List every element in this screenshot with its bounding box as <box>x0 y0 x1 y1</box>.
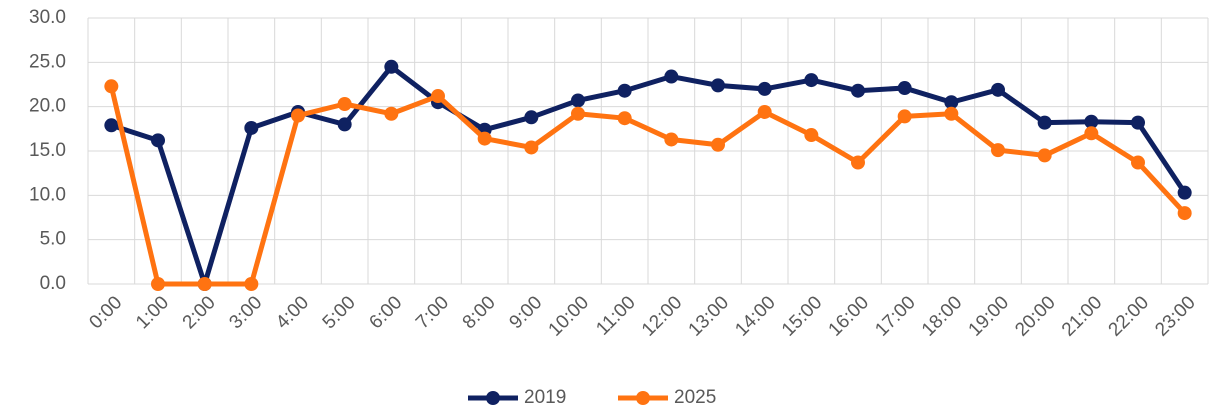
point <box>991 82 1005 97</box>
point <box>384 59 399 74</box>
point <box>477 131 492 146</box>
x-tick-label: 9:00 <box>505 292 546 333</box>
y-tick-label: 0.0 <box>40 273 66 294</box>
point <box>757 104 772 119</box>
point <box>104 118 119 133</box>
x-tick-label: 4:00 <box>272 292 313 333</box>
legend-item: 2025 <box>618 387 716 408</box>
x-tick-label: 15:00 <box>778 292 826 340</box>
x-tick-label: 17:00 <box>871 292 919 340</box>
point <box>337 117 352 132</box>
point <box>1084 114 1099 129</box>
point <box>944 95 959 110</box>
x-tick-label: 23:00 <box>1151 292 1199 340</box>
point <box>1037 115 1052 130</box>
point <box>617 83 632 98</box>
point <box>757 81 772 96</box>
point <box>1131 155 1145 170</box>
point <box>804 128 819 143</box>
x-tick-label: 6:00 <box>365 292 406 333</box>
point <box>571 106 585 121</box>
point <box>524 110 539 125</box>
x-tick-label: 12:00 <box>638 292 686 340</box>
point <box>1177 185 1192 200</box>
x-tick-label: 11:00 <box>592 292 639 339</box>
x-tick-label: 14:00 <box>731 292 779 340</box>
x-tick-label: 13:00 <box>685 292 733 340</box>
point <box>804 73 819 88</box>
y-tick-label: 10.0 <box>29 184 66 205</box>
series-line <box>108 85 1187 287</box>
y-tick-label: 15.0 <box>29 140 66 161</box>
x-tick-label: 5:00 <box>319 292 360 333</box>
x-tick-label: 1:00 <box>132 292 173 333</box>
legend-marker <box>636 391 650 405</box>
point <box>197 277 212 291</box>
point <box>664 132 679 147</box>
point <box>991 143 1005 158</box>
point <box>664 69 679 84</box>
point <box>151 277 165 291</box>
point <box>944 106 959 121</box>
y-tick-label: 25.0 <box>29 51 66 72</box>
point <box>897 109 912 124</box>
point <box>851 155 865 170</box>
y-tick-label: 5.0 <box>40 229 66 250</box>
point <box>571 93 585 108</box>
point <box>1177 206 1192 221</box>
x-tick-label: 0:00 <box>85 292 126 333</box>
legend-item: 2019 <box>468 387 566 408</box>
x-tick-label: 21:00 <box>1058 292 1106 340</box>
point <box>337 97 352 112</box>
x-tick-label: 8:00 <box>459 292 500 333</box>
point <box>617 111 632 126</box>
x-tick-label: 10:00 <box>545 292 593 340</box>
x-tick-label: 3:00 <box>225 292 266 333</box>
point <box>711 78 725 93</box>
point <box>291 108 305 123</box>
legend-label: 2025 <box>674 387 716 408</box>
point <box>1084 126 1099 141</box>
point <box>431 89 445 104</box>
series-line <box>110 64 1187 287</box>
point <box>711 137 725 152</box>
x-tick-label: 18:00 <box>918 292 966 340</box>
x-tick-label: 20:00 <box>1011 292 1059 340</box>
legend-label: 2019 <box>524 387 566 408</box>
x-tick-label: 16:00 <box>825 292 873 340</box>
point <box>851 83 865 98</box>
y-tick-label: 20.0 <box>29 96 66 117</box>
point <box>244 277 259 291</box>
point <box>244 120 259 135</box>
point <box>897 81 912 96</box>
x-tick-label: 19:00 <box>965 292 1013 340</box>
x-tick-label: 2:00 <box>179 292 220 333</box>
point <box>104 79 119 94</box>
legend-marker <box>486 391 500 405</box>
y-tick-label: 30.0 <box>29 7 66 28</box>
point <box>151 133 165 148</box>
point <box>1131 115 1145 130</box>
x-tick-label: 22:00 <box>1105 292 1153 340</box>
point <box>524 140 539 155</box>
x-tick-label: 7:00 <box>412 292 453 333</box>
point <box>1037 148 1052 163</box>
point <box>384 106 399 121</box>
